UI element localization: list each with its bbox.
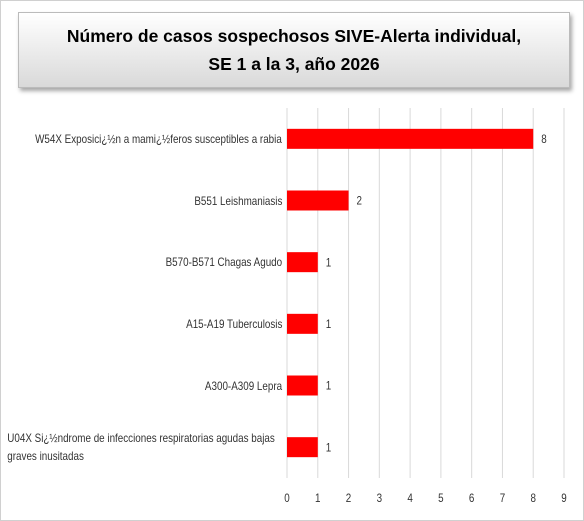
x-tick-label: 1 <box>315 492 320 505</box>
data-label: 1 <box>326 380 331 393</box>
y-tick-label: B551 Leishmaniasis <box>193 193 282 208</box>
title-box: Número de casos sospechosos SIVE-Alerta … <box>18 12 570 88</box>
y-tick-label: U04X Si¿½ndrome de infecciones respirato… <box>7 431 275 464</box>
data-label: 1 <box>326 256 331 269</box>
bar <box>287 252 318 273</box>
category-label-box: A15-A19 Tuberculosis <box>0 304 282 344</box>
x-tick-label: 4 <box>407 492 412 505</box>
x-tick-label: 2 <box>346 492 351 505</box>
x-tick-label: 5 <box>438 492 443 505</box>
x-tick-label: 8 <box>530 492 535 505</box>
data-label: 1 <box>326 318 331 331</box>
y-tick-label: B570-B571 Chagas Agudo <box>165 255 282 270</box>
x-tick-label: 3 <box>377 492 382 505</box>
bar <box>287 437 318 458</box>
y-tick-label: W54X Exposici¿½n a mami¿½feros susceptib… <box>35 131 282 146</box>
x-tick-label: 6 <box>469 492 474 505</box>
y-tick-label: A15-A19 Tuberculosis <box>185 316 282 331</box>
bar <box>287 128 534 149</box>
chart-title: SE 1 a la 3, año 2026 <box>208 54 380 74</box>
category-label-box: B551 Leishmaniasis <box>0 181 282 221</box>
x-tick-label: 7 <box>500 492 505 505</box>
bar <box>287 190 349 211</box>
category-label-box: B570-B571 Chagas Agudo <box>0 242 282 282</box>
chart-title: Número de casos sospechosos SIVE-Alerta … <box>66 26 522 46</box>
bar <box>287 313 318 334</box>
data-label: 8 <box>541 133 546 146</box>
category-label-box: U04X Si¿½ndrome de infecciones respirato… <box>0 427 282 467</box>
data-label: 1 <box>326 441 331 454</box>
x-tick-label: 9 <box>561 492 566 505</box>
y-tick-label: A300-A309 Lepra <box>204 378 282 393</box>
category-label-box: W54X Exposici¿½n a mami¿½feros susceptib… <box>0 119 282 159</box>
data-label: 2 <box>357 195 362 208</box>
x-tick-label: 0 <box>284 492 289 505</box>
category-label-box: A300-A309 Lepra <box>0 366 282 406</box>
bar <box>287 375 318 396</box>
